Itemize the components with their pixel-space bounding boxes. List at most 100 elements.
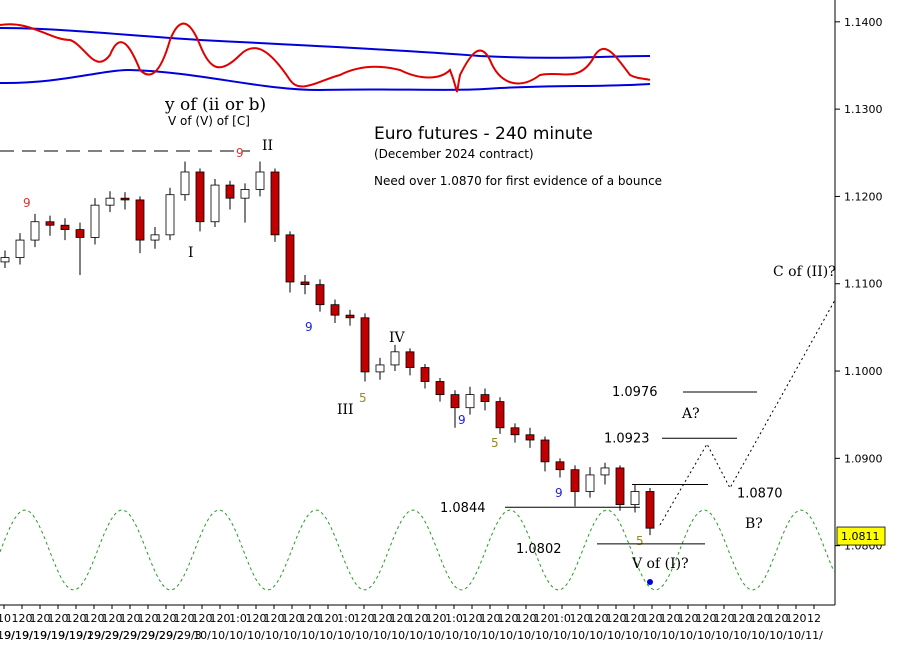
x-tick-label: 9/29/2 <box>76 629 111 642</box>
candle-body <box>30 221 40 241</box>
count-label: 9 <box>305 320 313 334</box>
x-tick-label: 10 <box>0 612 11 625</box>
candle-body <box>0 257 10 263</box>
wave-label: C of (II)? <box>773 264 836 280</box>
wave-label: B? <box>745 516 763 532</box>
x-tick-label: 10/ <box>211 629 229 642</box>
candle-body <box>555 461 565 471</box>
x-tick-label: 120 <box>768 612 789 625</box>
candle-body <box>405 351 415 368</box>
candle-body <box>270 171 280 236</box>
x-tick-label: 10/ <box>373 629 391 642</box>
x-tick-label: 10/ <box>607 629 625 642</box>
x-tick-label: 10/ <box>301 629 319 642</box>
candle-body <box>60 224 70 231</box>
x-tick-label: 120 <box>642 612 663 625</box>
count-label: 5 <box>491 436 499 450</box>
candle-body <box>120 197 130 201</box>
x-tick-label: 10/ <box>517 629 535 642</box>
wave-label: II <box>262 138 273 154</box>
x-tick-label: 120 <box>408 612 429 625</box>
x-tick-label: 120 <box>750 612 771 625</box>
x-tick-label: 120 <box>30 612 51 625</box>
last-price-label: 1.0811 <box>841 530 880 543</box>
x-tick-label: 10/ <box>751 629 769 642</box>
x-tick-label: 10/ <box>571 629 589 642</box>
x-tick-label: 120 <box>354 612 375 625</box>
x-tick-label: 120 <box>48 612 69 625</box>
x-tick-label: 1:0 <box>229 612 247 625</box>
y-tick-label: 1.1100 <box>844 278 883 291</box>
x-tick-label: 9/29/2 <box>112 629 147 642</box>
wave-label: III <box>337 402 354 418</box>
candle-body <box>135 199 145 241</box>
candle-body <box>210 184 220 223</box>
candle-body <box>45 221 55 226</box>
candle-body <box>480 394 490 402</box>
x-tick-label: 10/ <box>625 629 643 642</box>
x-tick-label: 120 <box>12 612 33 625</box>
x-tick-label: 10/ <box>697 629 715 642</box>
decoration <box>0 0 836 606</box>
x-tick-label: 10/ <box>283 629 301 642</box>
x-tick-label: 10/ <box>787 629 805 642</box>
candle-body <box>570 469 580 492</box>
x-tick-label: 120 <box>426 612 447 625</box>
x-tick-label: 10/ <box>319 629 337 642</box>
wave-label: V of (I)? <box>631 556 689 572</box>
x-tick-label: 10/ <box>715 629 733 642</box>
x-tick-label: 120 <box>570 612 591 625</box>
x-tick-label: 1:0 <box>553 612 571 625</box>
candle-body <box>450 394 460 409</box>
annotation: y of (ii or b) <box>164 95 266 115</box>
x-tick-label: 10/ <box>337 629 355 642</box>
x-tick-label: 9/19/1 <box>40 629 75 642</box>
x-tick-label: 120 <box>732 612 753 625</box>
wave-label: A? <box>681 406 700 422</box>
x-tick-label: 10/ <box>427 629 445 642</box>
x-tick-label: 120 <box>282 612 303 625</box>
candle-body <box>15 239 25 258</box>
x-tick-label: 9/19/1 <box>58 629 93 642</box>
x-tick-label: 10/ <box>193 629 211 642</box>
x-tick-label: 120 <box>246 612 267 625</box>
candle-body <box>600 467 610 476</box>
candle-body <box>300 281 310 286</box>
candle-body <box>225 184 235 199</box>
x-tick-label: 10/ <box>499 629 517 642</box>
x-tick-label: 120 <box>174 612 195 625</box>
x-tick-label: 120 <box>156 612 177 625</box>
candle-body <box>615 467 625 506</box>
x-tick-label: 9/29/2 <box>130 629 165 642</box>
count-label: 5 <box>636 534 644 548</box>
y-tick-label: 1.1400 <box>844 16 883 29</box>
x-tick-label: 120 <box>192 612 213 625</box>
x-tick-label: 10/ <box>265 629 283 642</box>
candle-body <box>390 351 400 366</box>
oscillator-line <box>0 22 651 93</box>
x-tick-label: 120 <box>606 612 627 625</box>
candle-body <box>375 364 385 373</box>
x-tick-label: 9/19/1 <box>0 629 22 642</box>
lower-band <box>0 68 651 92</box>
candle-body <box>75 229 85 238</box>
x-tick-label: 120 <box>120 612 141 625</box>
level-label: 1.0802 <box>516 542 562 557</box>
y-tick-label: 1.1300 <box>844 103 883 116</box>
x-tick-label: 10/ <box>769 629 787 642</box>
y-tick-label: 1.1200 <box>844 190 883 203</box>
chart-title: Euro futures - 240 minute <box>374 124 593 144</box>
cycle-projection <box>0 509 835 591</box>
candle-body <box>240 189 250 199</box>
candle-body <box>420 367 430 382</box>
candle-body <box>90 204 100 238</box>
x-tick-label: 1:0 <box>445 612 463 625</box>
x-tick-label: 10/ <box>733 629 751 642</box>
x-tick-label: 9/29/3 <box>166 629 201 642</box>
candle-body <box>180 171 190 196</box>
x-tick-label: 9/19/1 <box>22 629 57 642</box>
candle-body <box>255 171 265 190</box>
x-tick-label: 120 <box>264 612 285 625</box>
candle-body <box>540 439 550 463</box>
